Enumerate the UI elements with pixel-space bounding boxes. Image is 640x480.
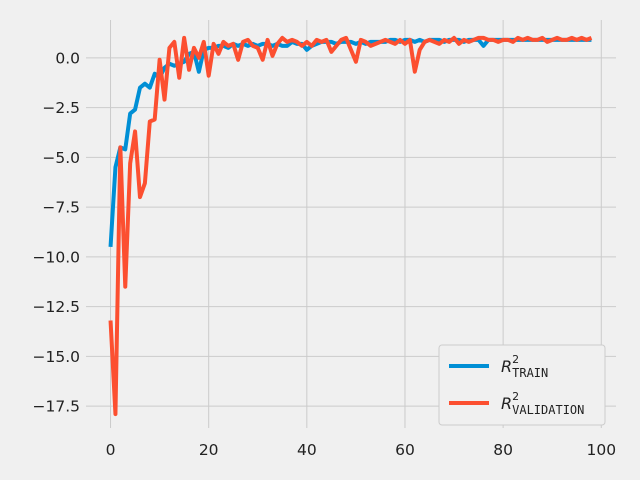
legend-label-validation-sub: VALIDATION — [512, 403, 584, 417]
x-tick-label: 80 — [493, 441, 513, 459]
y-tick-label: −2.5 — [42, 99, 80, 117]
y-tick-label: 0.0 — [55, 49, 80, 67]
y-tick-label: −10.0 — [33, 248, 81, 266]
legend-label-validation-base: R — [501, 394, 512, 413]
x-tick-label: 40 — [297, 441, 317, 459]
x-tick-label: 100 — [586, 441, 616, 459]
legend-label-train-base: R — [501, 357, 512, 376]
y-tick-label: −7.5 — [42, 199, 80, 217]
y-tick-label: −15.0 — [33, 348, 81, 366]
y-tick-label: −5.0 — [42, 149, 80, 167]
x-tick-label: 60 — [395, 441, 415, 459]
x-tick-labels: 0 20 40 60 80 100 — [106, 441, 616, 459]
y-tick-labels: 0.0 −2.5 −5.0 −7.5 −10.0 −12.5 −15.0 −17.5 — [33, 49, 81, 415]
grid-lines — [86, 20, 616, 428]
legend-label-validation-sup: 2 — [512, 390, 519, 403]
series-line-validation — [108, 35, 593, 417]
legend: R2 TRAIN R2 VALIDATION — [438, 344, 606, 426]
x-tick-label: 0 — [106, 441, 116, 459]
legend-label-train-sup: 2 — [512, 353, 519, 366]
series-lines — [108, 35, 593, 417]
y-tick-label: −12.5 — [33, 298, 81, 316]
y-tick-label: −17.5 — [33, 398, 81, 416]
legend-label-train-sub: TRAIN — [512, 366, 548, 380]
x-tick-label: 20 — [199, 441, 219, 459]
